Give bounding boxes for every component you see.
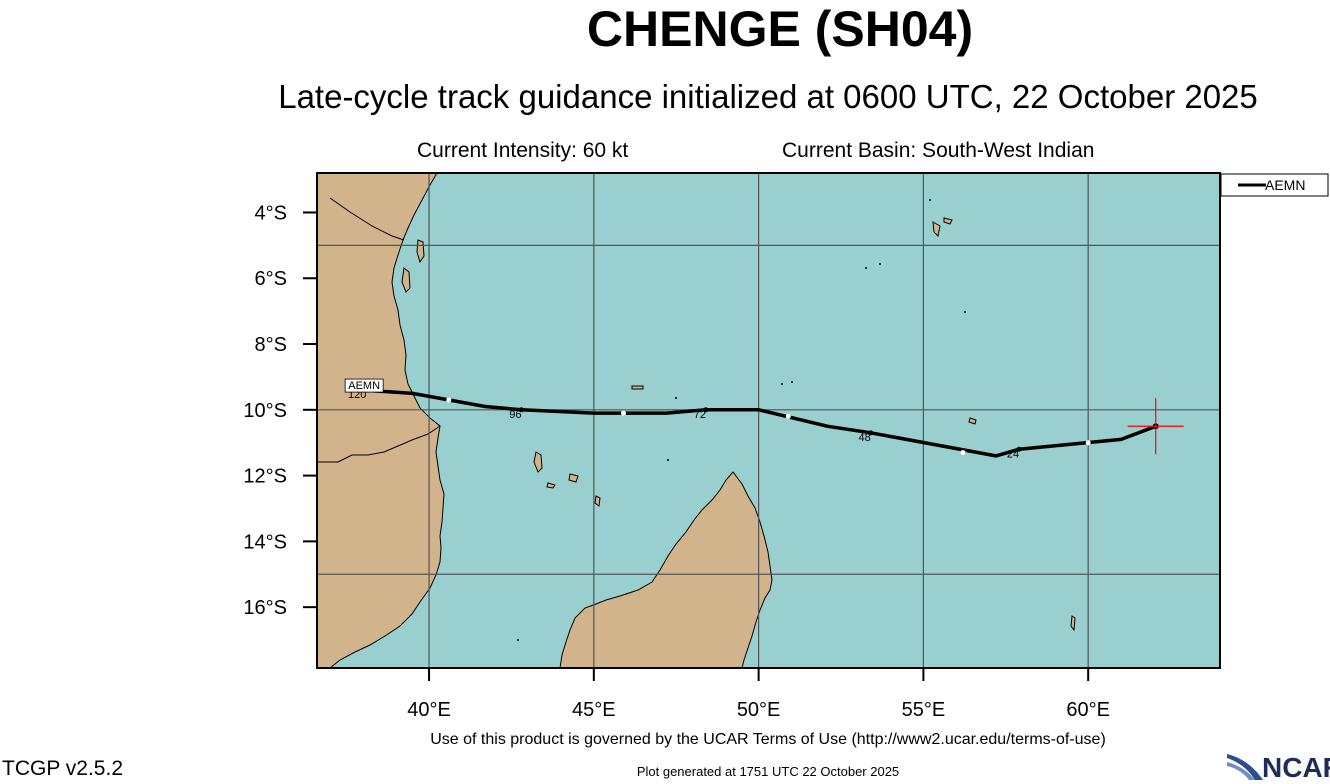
track-point — [868, 430, 874, 436]
comoros-island — [568, 473, 579, 483]
track-line-aemn — [362, 388, 1157, 458]
legend-box — [1220, 173, 1329, 197]
y-tick-label: 6°S — [255, 268, 287, 290]
x-tick-label: 45°E — [572, 699, 616, 721]
x-tick-label: 55°E — [902, 699, 946, 721]
track-point — [518, 407, 524, 413]
ncar-logo — [1227, 754, 1263, 780]
border-line — [317, 425, 441, 463]
africa-landmass — [317, 173, 445, 668]
ncar-logo-swoosh — [1227, 754, 1263, 780]
ncar-logo-swoosh — [1227, 762, 1255, 780]
page-title: CHENGE (SH04) — [586, 1, 974, 57]
x-tick-label: 60°E — [1066, 699, 1110, 721]
current-position-layer — [1127, 398, 1184, 455]
seychelles-island — [943, 217, 953, 225]
axis-layer: 40°E 45°E 50°E 55°E 60°E 4°S 6°S 8°S 10°S 12°S 14°… — [243, 202, 1110, 721]
x-tick-label: 50°E — [737, 699, 781, 721]
forecast-hour-label: 72 — [694, 409, 706, 421]
islet — [964, 311, 966, 313]
track-marker — [785, 413, 791, 419]
border-line — [329, 197, 405, 241]
forecast-hour-label: 96 — [509, 409, 521, 421]
pemba-island — [401, 267, 411, 293]
land-layer — [317, 173, 1076, 668]
legend: AEMN — [1220, 173, 1329, 197]
y-tick-label: 8°S — [255, 334, 287, 356]
current-basin: Current Basin: South-West Indian — [782, 139, 1095, 162]
track-marker — [446, 397, 452, 403]
current-intensity: Current Intensity: 60 kt — [417, 139, 629, 162]
islet — [879, 263, 881, 265]
terms-of-use: Use of this product is governed by the U… — [430, 731, 1106, 748]
seychelles-island — [932, 221, 941, 238]
forecast-hour-label: 24 — [1007, 448, 1019, 460]
islet — [865, 267, 867, 269]
islet — [517, 639, 519, 641]
islet — [781, 383, 783, 385]
comoros-island — [533, 451, 543, 473]
y-tick-label: 10°S — [243, 400, 287, 422]
track-end-label-box — [344, 378, 384, 393]
comoros-island — [546, 482, 556, 489]
cargados-island — [1070, 615, 1076, 632]
track-point — [1016, 446, 1022, 452]
track-marker — [1085, 440, 1091, 446]
y-tick-label: 12°S — [243, 466, 287, 488]
forecast-hour-label: 48 — [859, 432, 871, 444]
map-frame — [316, 172, 1221, 669]
track-end-label: AEMN — [348, 380, 380, 392]
generated-timestamp: Plot generated at 1751 UTC 22 October 20… — [636, 764, 900, 779]
legend-label: AEMN — [1265, 177, 1305, 193]
page-subtitle: Late-cycle track guidance initialized at… — [278, 78, 1258, 115]
grid-lines — [317, 173, 1220, 668]
islet — [929, 199, 931, 201]
ocean-background — [317, 173, 1220, 668]
mayotte-island — [594, 495, 601, 507]
track-marker — [620, 410, 626, 416]
aldabra-island — [631, 385, 644, 390]
x-tick-label: 40°E — [407, 699, 451, 721]
islet — [675, 397, 677, 399]
track-marker — [960, 450, 966, 456]
madagascar-landmass — [559, 471, 773, 668]
agalega-island — [968, 417, 977, 425]
track-point — [703, 407, 709, 413]
ncar-logo-text: NCAR — [1262, 752, 1330, 783]
y-tick-label: 14°S — [243, 531, 287, 553]
version-label: TCGP v2.5.2 — [2, 757, 123, 780]
y-tick-label: 16°S — [243, 597, 287, 619]
y-tick-label: 4°S — [255, 202, 287, 224]
islet — [667, 459, 669, 461]
islet — [791, 381, 793, 383]
